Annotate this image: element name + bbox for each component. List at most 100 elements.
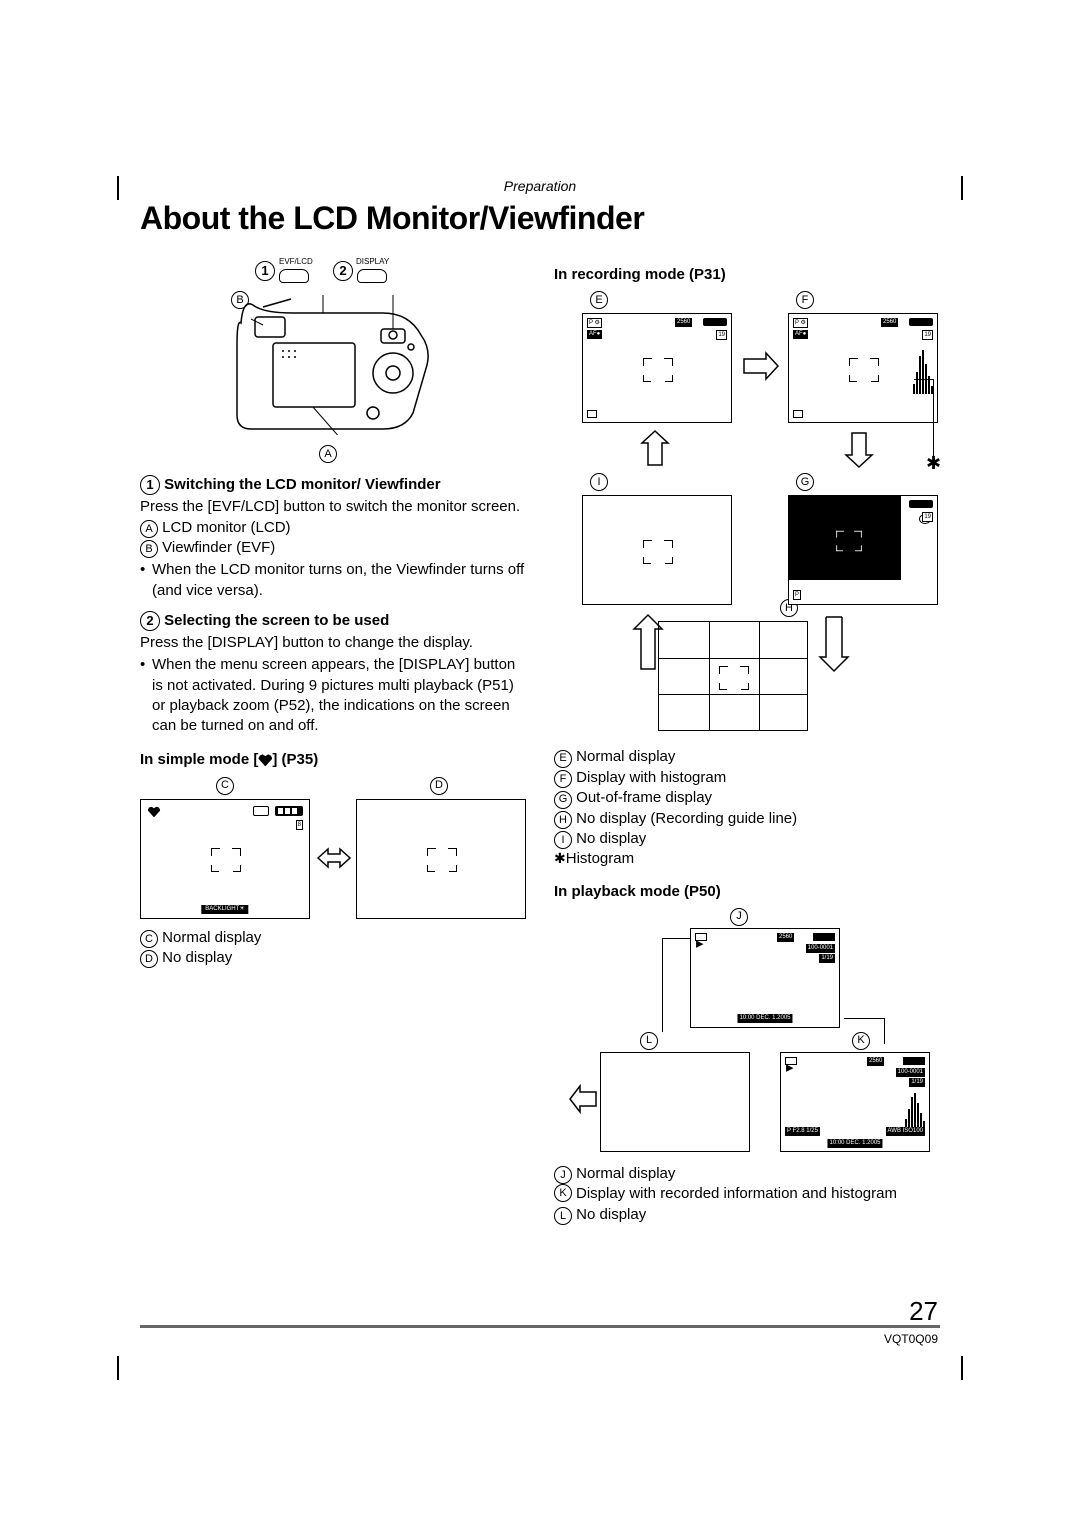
asterisk-leader: [914, 379, 934, 380]
callout-E: E: [590, 291, 608, 309]
af-badge-e: AF●: [587, 330, 602, 339]
histogram-f: [913, 348, 933, 394]
rec-screen-H: [658, 621, 808, 731]
heart-icon: [258, 754, 272, 766]
step2-heading: 2 Selecting the screen to be used: [140, 611, 526, 631]
callout-I: I: [590, 473, 608, 491]
crop-mark: [117, 176, 119, 200]
size-badge-e: 2560: [675, 318, 692, 327]
step1-itemB: B Viewfinder (EVF): [140, 538, 526, 558]
focus-e: [643, 358, 673, 382]
step1-heading: 1 Switching the LCD monitor/ Viewfinder: [140, 475, 526, 495]
battery-k: [903, 1057, 925, 1065]
focus-brackets-d: [427, 848, 457, 872]
arrow-up-left-icon: [628, 613, 668, 673]
folder-k: 100-0001: [896, 1068, 925, 1077]
double-arrow-icon: [316, 843, 352, 873]
crop-mark: [117, 1356, 119, 1380]
focus-f: [849, 358, 879, 382]
dark-frame-g: [789, 496, 901, 580]
rec-hist-label: Histogram: [566, 850, 634, 867]
rec-E-text: E Normal display: [554, 747, 940, 767]
callout-A: A: [319, 445, 337, 463]
rec-screen-G: 19 P: [788, 495, 938, 605]
step2-block: 2 Selecting the screen to be used Press …: [140, 611, 526, 737]
pb-J-text: J Normal display: [554, 1164, 940, 1184]
arrow-turn-icon: [814, 613, 854, 673]
iso-k: AWB ISO100: [886, 1127, 925, 1136]
display-button-icon: [357, 269, 387, 283]
pb-K-text: K Display with recorded information and …: [554, 1184, 940, 1204]
evf-lcd-label: EVF/LCD: [279, 257, 313, 268]
histogram-k: [905, 1091, 925, 1127]
step2-body: Press the [DISPLAY] button to change the…: [140, 633, 526, 653]
camera-figure: 1 2 EVF/LCD DISPLAY B A: [203, 255, 463, 465]
step1-itemA-text: LCD monitor (LCD): [162, 519, 290, 536]
two-column-layout: 1 2 EVF/LCD DISPLAY B A: [140, 255, 940, 1225]
flow-line-2: [662, 938, 690, 939]
page-content: Preparation About the LCD Monitor/Viewfi…: [140, 178, 940, 1225]
rec-F-label: Display with histogram: [576, 769, 726, 786]
playback-figure: J L K ▸ 2560 100-0001 1/19 10:00 DEC. 1.…: [554, 908, 940, 1158]
recording-figure: E F I G H ✱ P ⚙ 2560 AF● 19 P: [554, 291, 940, 741]
simple-C-text: C Normal display: [140, 928, 526, 948]
count-j: 1/19: [819, 954, 835, 963]
pb-K-label: Display with recorded information and hi…: [576, 1184, 897, 1204]
flow-line-1: [662, 938, 663, 1032]
size-badge-f: 2560: [881, 318, 898, 327]
recording-heading: In recording mode (P31): [554, 265, 940, 285]
footer-rule: [140, 1325, 940, 1328]
rec-hist-text: ✱Histogram: [554, 849, 940, 869]
pb-screen-L: [600, 1052, 750, 1152]
step1-bullet: •When the LCD monitor turns on, the View…: [140, 560, 526, 601]
size-j: 2560: [777, 933, 794, 942]
time-j: 10:00 DEC. 1.2005: [737, 1014, 792, 1023]
display-label: DISPLAY: [356, 257, 389, 268]
simple-D-text: D No display: [140, 948, 526, 968]
pb-L-text: L No display: [554, 1205, 940, 1225]
label-E-inline: E: [554, 750, 572, 768]
pb-screen-J: ▸ 2560 100-0001 1/19 10:00 DEC. 1.2005: [690, 928, 840, 1028]
size-k: 2560: [867, 1057, 884, 1066]
backlight-badge: BACKLIGHT☀: [201, 905, 248, 914]
focus-g: [836, 531, 862, 551]
crop-mark: [961, 176, 963, 200]
mode-badge-f: P ⚙: [793, 318, 808, 328]
flow-line-3: [844, 1018, 884, 1019]
rec-G-text: G Out-of-frame display: [554, 788, 940, 808]
simple-screen-C: 8 BACKLIGHT☀: [140, 799, 310, 919]
callout-J: J: [730, 908, 748, 926]
grid-v1: [709, 622, 710, 730]
simple-heading: In simple mode [] (P35): [140, 750, 526, 770]
step2-number: 2: [140, 611, 160, 631]
label-J-inline: J: [554, 1166, 572, 1184]
simple-C-label: Normal display: [162, 929, 261, 946]
heart-badge: [148, 806, 161, 817]
rec-F-text: F Display with histogram: [554, 768, 940, 788]
play-icon-k: ▸: [785, 1057, 797, 1065]
evf-button-icon: [279, 269, 309, 283]
playback-heading: In playback mode (P50): [554, 882, 940, 902]
time-k: 10:00 DEC. 1.2005: [827, 1139, 882, 1148]
folder-j: 100-0001: [806, 944, 835, 953]
label-L-inline: L: [554, 1207, 572, 1225]
right-column: In recording mode (P31) E F I G H ✱ P ⚙ …: [554, 255, 940, 1225]
focus-h: [719, 666, 749, 690]
step1-itemA: A LCD monitor (LCD): [140, 518, 526, 538]
card-f: [793, 410, 803, 418]
battery-f: [909, 318, 933, 326]
section-header: Preparation: [140, 178, 940, 194]
grid-h2: [659, 694, 807, 695]
step1-itemB-text: Viewfinder (EVF): [162, 539, 275, 556]
label-K-inline: K: [554, 1184, 572, 1202]
step1-bullet-text: When the LCD monitor turns on, the Viewf…: [152, 560, 526, 601]
focus-i: [643, 540, 673, 564]
rec-screen-E: P ⚙ 2560 AF● 19: [582, 313, 732, 423]
flow-line-4: [884, 1018, 885, 1044]
exposure-k: P F2.8 1/25: [785, 1127, 820, 1136]
label-D-inline: D: [140, 950, 158, 968]
battery-e: [703, 318, 727, 326]
play-icon-j: ▸: [695, 933, 707, 941]
count-g: 19: [922, 512, 933, 522]
grid-h1: [659, 658, 807, 659]
